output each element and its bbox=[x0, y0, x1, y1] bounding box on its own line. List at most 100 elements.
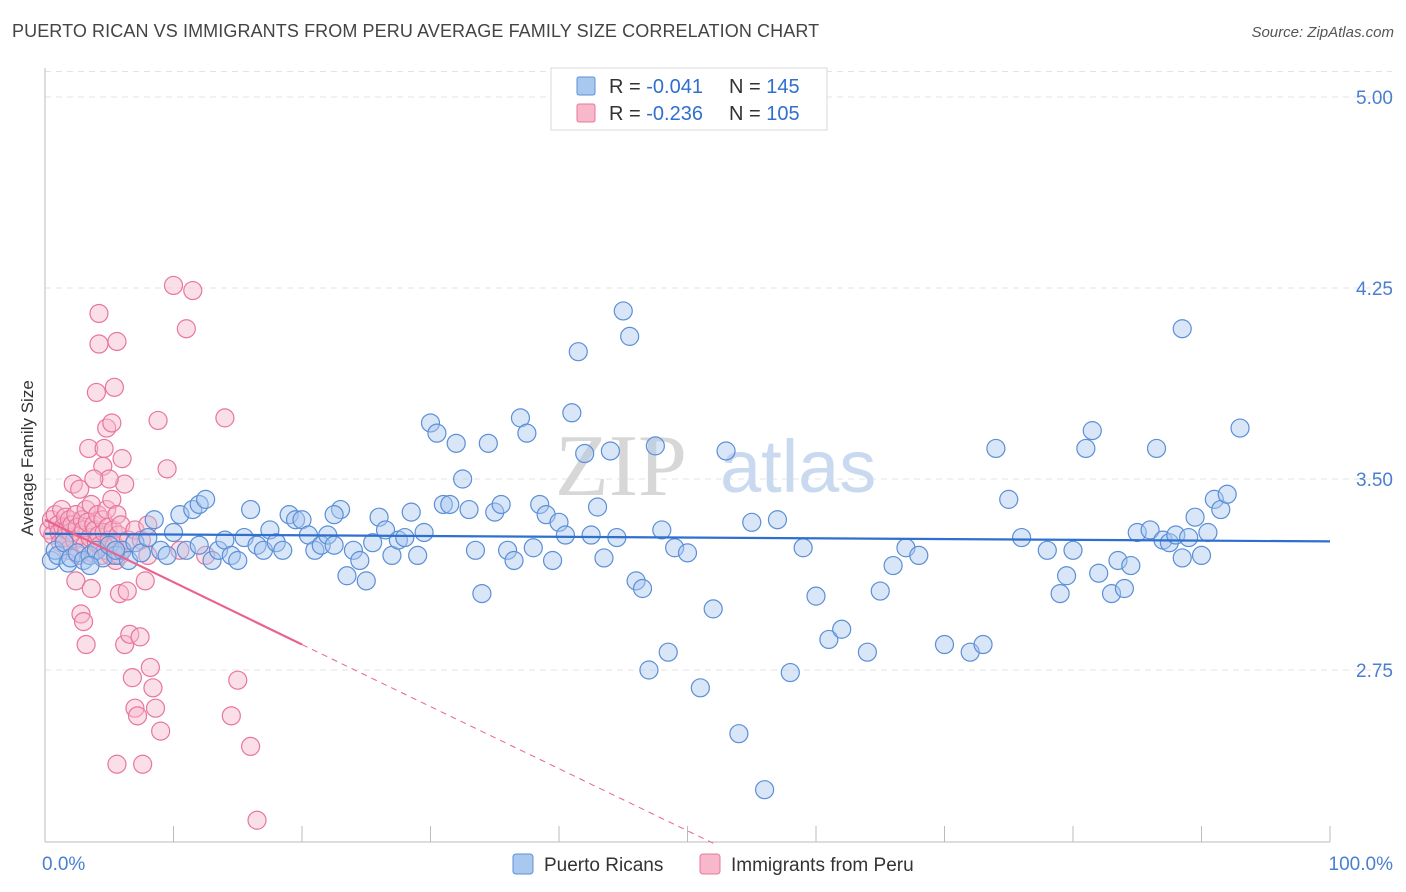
peru-point-64 bbox=[81, 578, 101, 599]
puerto-rican-point-89 bbox=[600, 441, 621, 461]
y-axis-label: Average Family Size bbox=[18, 380, 37, 536]
peru-point-21 bbox=[70, 479, 90, 499]
y-tick-labels: 2.75 3.50 4.25 5.00 bbox=[1356, 88, 1393, 682]
puerto-rican-point-131 bbox=[1101, 583, 1122, 604]
watermark: ZIP atlas bbox=[555, 418, 876, 515]
peru-point-97 bbox=[221, 706, 241, 726]
puerto-rican-point-144 bbox=[1191, 545, 1212, 566]
puerto-rican-point-19 bbox=[151, 540, 171, 560]
puerto-rican-point-63 bbox=[433, 494, 453, 515]
puerto-rican-point-123 bbox=[1011, 527, 1032, 548]
peru-point-62 bbox=[73, 612, 94, 632]
puerto-rican-point-154 bbox=[1172, 319, 1192, 339]
puerto-rican-point-95 bbox=[639, 660, 659, 680]
peru-point-46 bbox=[102, 489, 122, 509]
puerto-rican-point-64 bbox=[440, 494, 460, 515]
puerto-rican-point-34 bbox=[247, 535, 267, 555]
puerto-rican-point-65 bbox=[446, 433, 466, 453]
puerto-rican-point-96 bbox=[645, 436, 665, 456]
puerto-rican-point-124 bbox=[1037, 540, 1057, 560]
puerto-rican-point-92 bbox=[620, 326, 640, 346]
puerto-rican-point-21 bbox=[163, 522, 184, 543]
puerto-rican-point-142 bbox=[1179, 527, 1199, 548]
puerto-rican-point-25 bbox=[189, 494, 209, 515]
puerto-rican-point-125 bbox=[1050, 583, 1070, 604]
puerto-rican-point-87 bbox=[587, 497, 608, 517]
puerto-rican-point-84 bbox=[568, 342, 588, 362]
puerto-rican-point-114 bbox=[870, 581, 890, 601]
legend-n-value-1: 105 bbox=[766, 103, 799, 125]
peru-point-86 bbox=[143, 678, 163, 698]
puerto-rican-point-130 bbox=[1089, 563, 1109, 583]
puerto-rican-point-120 bbox=[973, 634, 993, 655]
puerto-rican-point-24 bbox=[183, 499, 203, 520]
puerto-rican-point-137 bbox=[1146, 438, 1167, 459]
peru-point-23 bbox=[72, 510, 92, 530]
watermark-atlas: atlas bbox=[720, 425, 876, 508]
puerto-rican-point-104 bbox=[729, 724, 749, 744]
peru-point-81 bbox=[130, 627, 150, 647]
peru-point-72 bbox=[107, 331, 127, 352]
peru-point-103 bbox=[89, 334, 109, 354]
peru-point-55 bbox=[115, 474, 135, 494]
puerto-rican-point-110 bbox=[806, 586, 826, 606]
puerto-rican-point-38 bbox=[273, 540, 293, 560]
puerto-rican-point-68 bbox=[465, 540, 486, 560]
legend-r-value-0: -0.041 bbox=[646, 76, 703, 98]
peru-point-50 bbox=[107, 505, 127, 525]
y-tick-label-0: 2.75 bbox=[1356, 661, 1393, 682]
puerto-rican-point-26 bbox=[196, 489, 216, 509]
peru-point-99 bbox=[241, 736, 261, 757]
puerto-rican-point-59 bbox=[408, 545, 428, 566]
peru-point-88 bbox=[148, 410, 168, 431]
peru-point-63 bbox=[76, 634, 96, 655]
puerto-rican-point-69 bbox=[472, 583, 492, 604]
puerto-rican-point-122 bbox=[999, 489, 1019, 509]
y-tick-label-1: 3.50 bbox=[1356, 470, 1393, 491]
svg-text:R = -0.236: R = -0.236 bbox=[609, 103, 703, 125]
puerto-rican-point-149 bbox=[1230, 418, 1250, 438]
puerto-rican-point-31 bbox=[228, 550, 248, 571]
puerto-rican-point-134 bbox=[1121, 555, 1141, 576]
puerto-rican-point-54 bbox=[375, 520, 396, 540]
puerto-rican-point-85 bbox=[575, 443, 595, 464]
peru-point-98 bbox=[228, 670, 248, 690]
peru-point-90 bbox=[157, 459, 177, 479]
puerto-rican-point-94 bbox=[632, 578, 653, 599]
puerto-rican-point-139 bbox=[1159, 533, 1179, 553]
peru-point-95 bbox=[196, 545, 216, 566]
puerto-rican-point-109 bbox=[793, 538, 813, 558]
puerto-rican-point-67 bbox=[459, 499, 479, 520]
peru-point-79 bbox=[125, 698, 145, 718]
puerto-rican-point-51 bbox=[356, 571, 376, 591]
legend-n-label-0: N = bbox=[729, 76, 766, 98]
puerto-rican-point-48 bbox=[337, 566, 357, 586]
peru-point-73 bbox=[109, 583, 130, 604]
puerto-rican-point-150 bbox=[80, 555, 100, 576]
puerto-rican-point-22 bbox=[170, 505, 190, 525]
legend-box: R = -0.041 N = 145 R = -0.236 N = 105 bbox=[550, 67, 828, 131]
svg-text:N = 145: N = 145 bbox=[729, 76, 800, 98]
puerto-rican-point-78 bbox=[530, 494, 550, 515]
gridlines bbox=[45, 71, 1392, 671]
puerto-rican-point-23 bbox=[176, 540, 196, 560]
puerto-rican-point-76 bbox=[517, 423, 537, 443]
puerto-rican-point-47 bbox=[330, 499, 351, 520]
puerto-rican-point-128 bbox=[1076, 438, 1096, 459]
puerto-rican-point-100 bbox=[677, 543, 698, 563]
x-tick-label-1: 100.0% bbox=[1329, 854, 1394, 875]
puerto-rican-point-113 bbox=[857, 642, 878, 662]
bottom-legend-swatch-blue bbox=[512, 853, 534, 875]
peru-point-101 bbox=[107, 754, 127, 774]
puerto-rican-point-7 bbox=[73, 550, 94, 571]
puerto-rican-point-71 bbox=[485, 502, 505, 522]
puerto-rican-point-46 bbox=[324, 535, 344, 555]
puerto-rican-point-93 bbox=[626, 571, 646, 591]
puerto-rican-point-111 bbox=[819, 629, 839, 650]
peru-point-89 bbox=[151, 721, 171, 741]
peru-point-28 bbox=[79, 438, 99, 459]
puerto-rican-point-33 bbox=[241, 499, 261, 520]
peru-point-91 bbox=[163, 275, 184, 296]
puerto-rican-point-18 bbox=[144, 510, 164, 530]
peru-point-65 bbox=[86, 382, 107, 403]
